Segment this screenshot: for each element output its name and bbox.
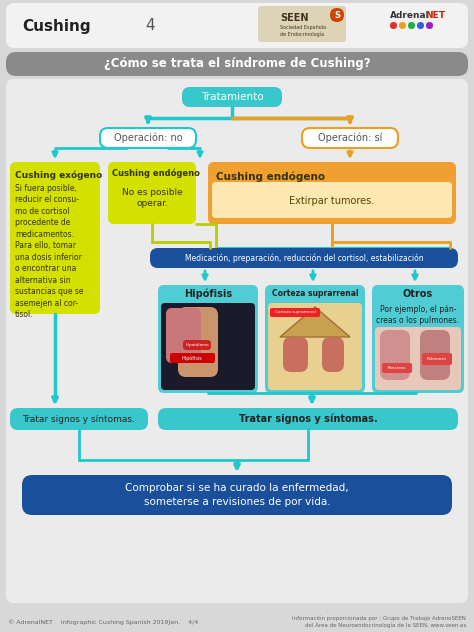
FancyBboxPatch shape (426, 22, 433, 29)
FancyBboxPatch shape (382, 363, 412, 373)
Text: Si fuera posible,
reducir el consu-
mo de cortisol
procedente de
medicamentos.
P: Si fuera posible, reducir el consu- mo d… (15, 184, 83, 319)
FancyBboxPatch shape (422, 353, 452, 365)
Polygon shape (280, 307, 350, 337)
Text: SEEN: SEEN (280, 13, 309, 23)
FancyBboxPatch shape (100, 128, 196, 148)
Text: Hipófisis: Hipófisis (184, 289, 232, 299)
FancyBboxPatch shape (270, 308, 320, 317)
FancyBboxPatch shape (322, 337, 344, 372)
FancyBboxPatch shape (183, 340, 211, 350)
FancyBboxPatch shape (375, 327, 461, 390)
Text: Cushing endógeno: Cushing endógeno (112, 169, 200, 178)
Text: Pulmones: Pulmones (427, 357, 447, 361)
Text: Corteza suprarrenal: Corteza suprarrenal (272, 289, 358, 298)
Text: Comprobar si se ha curado la enfermedad,
someterse a revisiones de por vida.: Comprobar si se ha curado la enfermedad,… (125, 483, 349, 507)
Text: Sociedad Española: Sociedad Española (280, 25, 326, 30)
Text: Cushing exógeno: Cushing exógeno (15, 170, 102, 179)
FancyBboxPatch shape (182, 87, 282, 107)
FancyBboxPatch shape (208, 162, 456, 224)
FancyBboxPatch shape (158, 408, 458, 430)
FancyBboxPatch shape (302, 128, 398, 148)
FancyBboxPatch shape (417, 22, 424, 29)
FancyBboxPatch shape (265, 285, 365, 393)
FancyBboxPatch shape (22, 475, 452, 515)
Text: S: S (334, 11, 340, 20)
Text: Tratar signos y síntomas.: Tratar signos y síntomas. (239, 414, 377, 424)
FancyBboxPatch shape (170, 353, 215, 363)
FancyBboxPatch shape (158, 285, 258, 393)
Text: Extirpar tumores.: Extirpar tumores. (289, 196, 374, 206)
FancyBboxPatch shape (283, 337, 308, 372)
Text: Por ejemplo, el pán-
creas o los pulmones.: Por ejemplo, el pán- creas o los pulmone… (376, 305, 460, 325)
Text: Información proporcionada por : Grupo de Trabajo AdrenoSEEN: Información proporcionada por : Grupo de… (292, 615, 466, 621)
Text: Cushing: Cushing (22, 18, 91, 33)
FancyBboxPatch shape (166, 308, 201, 363)
FancyBboxPatch shape (6, 79, 468, 603)
Text: Páncreas: Páncreas (388, 366, 406, 370)
Text: de Endocrinología: de Endocrinología (280, 31, 324, 37)
FancyBboxPatch shape (258, 6, 346, 42)
FancyBboxPatch shape (161, 303, 255, 390)
FancyBboxPatch shape (330, 8, 344, 22)
Text: Tratamiento: Tratamiento (201, 92, 264, 102)
Text: Tratar signos y síntomas.: Tratar signos y síntomas. (23, 415, 136, 423)
Text: Medicación, preparación, reducción del cortisol, estabilización: Medicación, preparación, reducción del c… (185, 253, 423, 263)
Text: Adrenal: Adrenal (390, 11, 430, 20)
Text: Operación: sí: Operación: sí (318, 133, 382, 143)
Text: 4: 4 (145, 18, 155, 33)
FancyBboxPatch shape (178, 307, 218, 377)
FancyBboxPatch shape (6, 3, 468, 48)
Text: del Área de Neuroendocrinología de la SEEN, www.seen.es: del Área de Neuroendocrinología de la SE… (305, 622, 466, 628)
Text: NET: NET (425, 11, 445, 20)
Text: Hipotálamo: Hipotálamo (185, 343, 209, 347)
Text: ¿Cómo se trata el síndrome de Cushing?: ¿Cómo se trata el síndrome de Cushing? (104, 58, 370, 71)
Text: No es posible
operar.: No es posible operar. (122, 188, 182, 208)
FancyBboxPatch shape (108, 162, 196, 224)
FancyBboxPatch shape (408, 22, 415, 29)
FancyBboxPatch shape (150, 248, 458, 268)
FancyBboxPatch shape (372, 285, 464, 393)
Text: Hipófisis: Hipófisis (182, 355, 202, 361)
Text: Operación: no: Operación: no (114, 133, 182, 143)
FancyBboxPatch shape (390, 22, 397, 29)
Text: Otros: Otros (403, 289, 433, 299)
FancyBboxPatch shape (380, 330, 410, 380)
Text: © AdrenalNET    Infographic Cushing Spanish 2019Jan.    4/4: © AdrenalNET Infographic Cushing Spanish… (8, 619, 198, 625)
FancyBboxPatch shape (268, 303, 362, 390)
FancyBboxPatch shape (6, 52, 468, 76)
FancyBboxPatch shape (420, 330, 450, 380)
FancyBboxPatch shape (399, 22, 406, 29)
Text: Corteza suprarrenal: Corteza suprarrenal (274, 310, 315, 315)
Text: Cushing endógeno: Cushing endógeno (216, 171, 325, 181)
FancyBboxPatch shape (10, 162, 100, 314)
FancyBboxPatch shape (10, 408, 148, 430)
FancyBboxPatch shape (212, 182, 452, 218)
